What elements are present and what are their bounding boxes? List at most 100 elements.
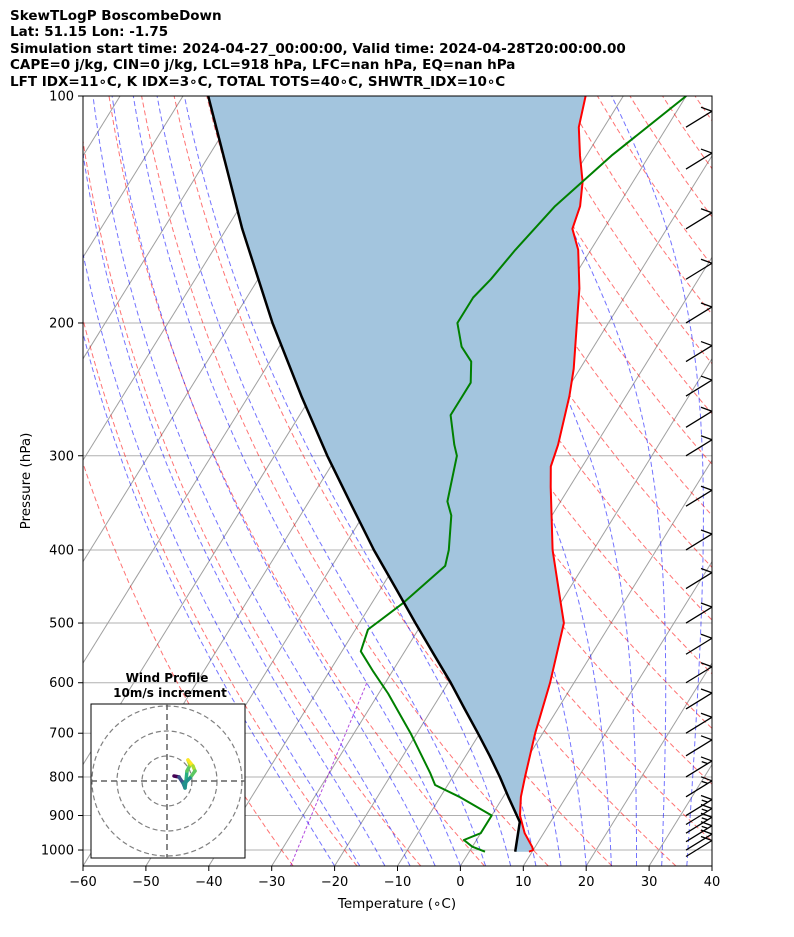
dry-adiabat-line bbox=[662, 96, 712, 170]
dry-adiabat-line bbox=[564, 96, 712, 316]
isotherm-line bbox=[459, 459, 712, 866]
moist-adiabat-line bbox=[83, 331, 336, 866]
y-tick-label: 500 bbox=[49, 617, 74, 632]
dry-adiabat-line bbox=[499, 96, 712, 415]
x-tick-label: 40 bbox=[704, 875, 721, 890]
wind-barb bbox=[685, 735, 713, 757]
wind-barb bbox=[685, 529, 713, 551]
wind-barb bbox=[685, 106, 713, 128]
wind-barb bbox=[685, 340, 713, 363]
y-tick-label: 900 bbox=[49, 809, 74, 824]
moist-adiabat-line bbox=[611, 96, 704, 866]
moist-adiabat-line bbox=[737, 96, 794, 866]
y-tick-label: 200 bbox=[49, 316, 74, 331]
wind-barb bbox=[685, 302, 713, 324]
simulation-times: Simulation start time: 2024-04-27_00:00:… bbox=[10, 40, 626, 57]
x-tick-label: −50 bbox=[132, 875, 159, 890]
y-tick-label: 100 bbox=[49, 90, 74, 105]
wind-barb bbox=[685, 712, 713, 734]
x-axis-label: Temperature (∘C) bbox=[337, 896, 456, 912]
x-tick-label: 10 bbox=[515, 875, 532, 890]
wind-barb bbox=[685, 602, 713, 624]
x-tick-label: 20 bbox=[578, 875, 595, 890]
dry-adiabat-line bbox=[108, 96, 485, 866]
y-tick-label: 1000 bbox=[41, 844, 74, 859]
station-coordinates: Lat: 51.15 Lon: -1.75 bbox=[10, 24, 169, 41]
inset-subtitle: 10m/s increment bbox=[113, 686, 227, 700]
moist-adiabat-line bbox=[132, 96, 461, 866]
temperature-profile-line bbox=[519, 96, 587, 853]
dry-adiabat-line bbox=[83, 461, 294, 866]
moist-adiabat-line bbox=[711, 860, 712, 866]
y-tick-label: 800 bbox=[49, 770, 74, 785]
parcel-shading bbox=[208, 96, 586, 852]
isotherm-line bbox=[83, 96, 310, 462]
header-block: SkewTLogP BoscombeDown Lat: 51.15 Lon: -… bbox=[10, 8, 626, 90]
wind-barb bbox=[685, 756, 713, 778]
inset-title: Wind Profile bbox=[126, 671, 209, 685]
hodograph-segment bbox=[182, 776, 192, 786]
wind-barb bbox=[685, 688, 713, 710]
moist-adiabat-line bbox=[92, 96, 411, 866]
dry-adiabat-line bbox=[336, 96, 712, 675]
moist-adiabat-line bbox=[419, 96, 637, 866]
dry-adiabat-line bbox=[173, 96, 613, 866]
x-tick-label: −40 bbox=[195, 875, 222, 890]
dry-adiabat-line bbox=[466, 96, 712, 465]
isotherm-line bbox=[334, 256, 712, 866]
dry-adiabat-line bbox=[83, 317, 358, 866]
mixing-ratio-line bbox=[290, 682, 368, 866]
dry-adiabat-line bbox=[760, 96, 794, 866]
dry-adiabat-line bbox=[141, 96, 549, 866]
x-tick-label: 30 bbox=[641, 875, 658, 890]
wind-barb bbox=[685, 258, 713, 280]
x-tick-label: −60 bbox=[69, 875, 96, 890]
y-tick-label: 400 bbox=[49, 543, 74, 558]
wind-barb bbox=[685, 794, 713, 817]
wind-barb bbox=[685, 148, 713, 170]
skewt-profiles bbox=[206, 96, 687, 853]
y-tick-label: 600 bbox=[49, 676, 74, 691]
dry-adiabat-line bbox=[303, 96, 712, 730]
moist-adiabat-line bbox=[156, 96, 487, 866]
isotherm-line bbox=[648, 763, 712, 866]
wind-barb bbox=[685, 208, 713, 230]
instability-indices-2: LFT IDX=11∘C, K IDX=3∘C, TOTAL TOTS=40∘C… bbox=[10, 73, 506, 90]
station-title: SkewTLogP BoscombeDown bbox=[10, 8, 222, 24]
dry-adiabat-line bbox=[728, 96, 794, 866]
isotherm-line bbox=[83, 96, 247, 360]
dry-adiabat-line bbox=[401, 96, 712, 569]
parcel-path-line bbox=[206, 96, 522, 852]
x-tick-label: −20 bbox=[321, 875, 348, 890]
x-tick-label: −30 bbox=[258, 875, 285, 890]
x-tick-label: −10 bbox=[384, 875, 411, 890]
moist-adiabat-line bbox=[111, 96, 436, 866]
wind-barbs bbox=[685, 106, 713, 858]
isotherm-line bbox=[585, 662, 712, 866]
wind-barb bbox=[685, 835, 713, 858]
dry-adiabat-line bbox=[434, 96, 712, 517]
wind-profile-inset: Wind Profile 10m/s increment bbox=[90, 671, 246, 859]
y-tick-label: 300 bbox=[49, 449, 74, 464]
dry-adiabat-line bbox=[83, 137, 422, 866]
wind-barb bbox=[685, 662, 713, 684]
y-tick-label: 700 bbox=[49, 727, 74, 742]
isotherm-line bbox=[711, 865, 712, 866]
wind-barb bbox=[685, 633, 713, 655]
wind-barb bbox=[685, 776, 713, 798]
wind-barb bbox=[685, 567, 713, 590]
wind-barb bbox=[685, 485, 713, 507]
isotherm-line bbox=[83, 96, 184, 259]
wind-barb bbox=[685, 406, 713, 428]
wind-barb bbox=[685, 435, 713, 457]
wind-barb bbox=[685, 375, 713, 397]
dry-adiabat-line bbox=[206, 96, 677, 866]
x-tick-label: 0 bbox=[456, 875, 464, 890]
dewpoint-profile-line bbox=[359, 96, 687, 853]
isotherm-line bbox=[397, 357, 712, 866]
moist-adiabat-line bbox=[183, 96, 512, 866]
y-axis-label: Pressure (hPa) bbox=[18, 433, 34, 530]
instability-indices-1: CAPE=0 j/kg, CIN=0 j/kg, LCL=918 hPa, LF… bbox=[10, 57, 516, 74]
axes: −60 −50 −40 −30 −20 −10 0 10 20 30 40 1000 900 800 700… bbox=[41, 90, 720, 891]
